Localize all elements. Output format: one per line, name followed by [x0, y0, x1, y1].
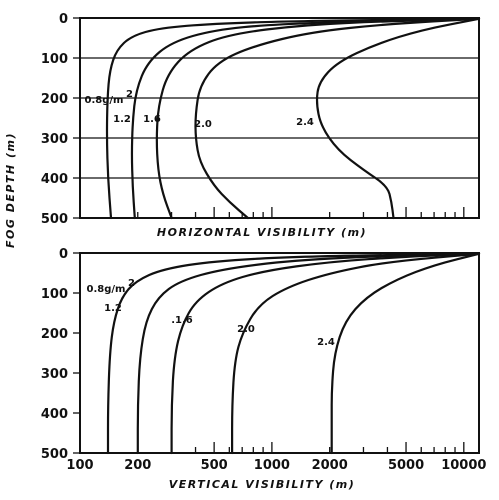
y-tick-label: 500 [41, 447, 68, 462]
y-tick-label: 0 [59, 247, 68, 262]
horizontal-visibility-panel: HORIZONTAL VISIBILITY (m) 0 100 200 300 400 5… [41, 12, 481, 239]
series-label: 2.4 [296, 117, 314, 128]
y-tick-label: 200 [41, 327, 68, 342]
y-tick-label: 300 [41, 367, 68, 382]
y-tick-label: 0 [59, 12, 68, 27]
y-tick-label: 100 [41, 52, 68, 67]
x-tick-label: 1000 [254, 458, 290, 473]
y-tick-label: 200 [41, 92, 68, 107]
y-axis-title: FOG DEPTH (m) [4, 132, 17, 248]
x-tick-label: 5000 [388, 458, 424, 473]
series-label: 2.4 [317, 337, 335, 348]
y-tick-label: 400 [41, 172, 68, 187]
series-label: 1.2 [104, 303, 122, 314]
y-tick-label: 500 [41, 212, 68, 227]
series-label: 2.0 [237, 324, 255, 335]
series-label: 1.6 [143, 114, 161, 125]
series-line [315, 17, 481, 220]
series-label: .1.6 [171, 315, 193, 326]
series-line [194, 17, 481, 220]
series-label: 1.2 [113, 114, 131, 125]
series-label-superscript: 2 [126, 89, 133, 100]
series-label-superscript: 2 [128, 278, 135, 289]
y-tick-label: 300 [41, 132, 68, 147]
series-line [231, 252, 481, 455]
x-tick-label: 500 [201, 458, 228, 473]
y-tick-label: 100 [41, 287, 68, 302]
x-tick-label: 2000 [312, 458, 348, 473]
top-x-axis-title: HORIZONTAL VISIBILITY (m) [157, 226, 367, 239]
vertical-visibility-panel: VERTICAL VISIBILITY (m) 0 100 200 300 400 500… [41, 247, 487, 491]
x-tick-label: 10000 [441, 458, 486, 473]
series-line [170, 252, 481, 455]
series-line [105, 17, 481, 220]
series-line [106, 252, 481, 455]
series-line [330, 252, 481, 455]
top-panel-frame [79, 17, 480, 219]
series-line [130, 17, 481, 220]
bottom-x-axis-title: VERTICAL VISIBILITY (m) [169, 478, 356, 491]
x-tick-label: 200 [124, 458, 151, 473]
x-tick-label: 100 [66, 458, 93, 473]
y-tick-label: 400 [41, 407, 68, 422]
series-line [136, 252, 481, 455]
series-line [155, 17, 481, 220]
series-label: 2.0 [194, 119, 212, 130]
bottom-panel-frame [79, 252, 480, 454]
series-label: 0.8g/m [87, 284, 126, 295]
series-label: 0.8g/m [85, 95, 124, 106]
